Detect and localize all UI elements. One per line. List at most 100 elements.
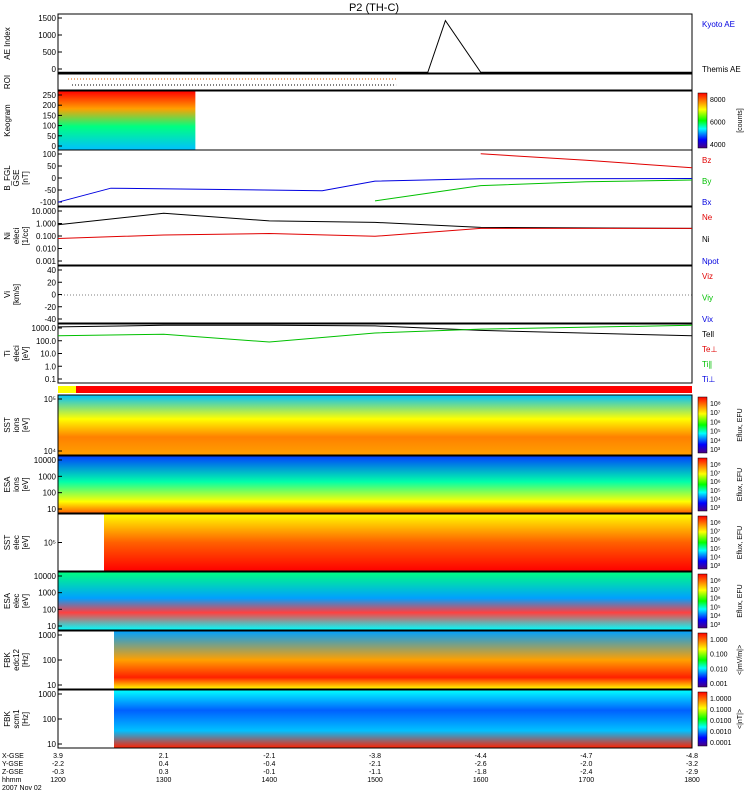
x-row-value: -2.2 <box>52 761 64 768</box>
series-line <box>480 153 693 169</box>
x-row-value: -0.4 <box>263 761 275 768</box>
colorbar-tick: 0.0001 <box>710 740 732 747</box>
colorbar-label: Eflux, EFU <box>737 526 744 559</box>
colorbar-tick: 10⁶ <box>710 537 721 544</box>
panel-frame <box>57 265 693 324</box>
y-axis-label: [eV] <box>21 346 30 360</box>
y-axis-label: [eV] <box>21 594 30 608</box>
x-row-value: 1200 <box>50 777 66 784</box>
y-axis-label: Ni <box>3 232 12 240</box>
y-axis-label: edc12 <box>12 649 21 671</box>
colorbar-tick: 1.0000 <box>710 696 732 703</box>
colorbar <box>697 632 708 688</box>
x-row-value: -4.7 <box>580 753 592 760</box>
colorbar-tick: 10⁷ <box>710 529 721 536</box>
colorbar-tick: 10⁶ <box>710 596 721 603</box>
mode-flag-start <box>58 386 76 393</box>
x-row-value: -2.1 <box>369 761 381 768</box>
spectrogram-sst_e <box>104 514 692 571</box>
y-axis-label: [1/cc] <box>21 226 30 245</box>
colorbar-tick: 10⁸ <box>710 578 721 585</box>
y-tick-label: 200 <box>43 101 57 110</box>
colorbar-tick: 10⁷ <box>710 410 721 417</box>
colorbar-tick: 10³ <box>710 563 721 570</box>
y-tick-label: 10 <box>47 622 56 631</box>
colorbar <box>697 515 708 570</box>
legend-entry: Ne <box>702 213 713 222</box>
y-tick-label: -100 <box>40 198 57 207</box>
legend-entry: Npot <box>702 257 720 266</box>
plot-title: P2 (TH-C) <box>349 2 399 14</box>
colorbar-tick: 0.001 <box>710 681 728 688</box>
panel-bfgl: B_FGL GSE [nT] 100 50 0 -50 -100 Bz By Bx <box>3 149 711 207</box>
legend-entry: Viy <box>702 294 713 303</box>
y-tick-label: 150 <box>43 111 57 120</box>
colorbar-tick: 0.1000 <box>710 707 732 714</box>
y-tick-label: 100 <box>43 150 57 159</box>
y-tick-label: 10000 <box>34 456 57 465</box>
spectrogram-keogram <box>58 91 196 150</box>
legend-entry: Vix <box>702 315 713 324</box>
x-row-value: -2.0 <box>580 761 592 768</box>
date-label: 2007 Nov 02 <box>2 785 42 792</box>
colorbar-tick: 0.0010 <box>710 729 732 736</box>
y-tick-label: 100 <box>43 656 57 665</box>
series-line <box>57 178 693 203</box>
y-axis-label: ROI <box>3 75 12 89</box>
y-axis-label: FBK <box>3 711 12 727</box>
panel-sst_i: SST ions [eV] 10⁵ 10⁴ 10⁸ 10⁷ 10⁶ 10⁵ 10⁴ 10³ Eflux… <box>3 394 744 456</box>
legend-entry: Themis AE <box>702 65 741 74</box>
panel-vi: Vi [km/s] 40 20 0 -20 -40 Viz Viy Vix <box>3 265 713 324</box>
y-tick-label: -20 <box>44 303 56 312</box>
y-tick-label: 0 <box>52 291 57 300</box>
y-tick-label: 0.1 <box>45 375 57 384</box>
y-tick-label: 10 <box>47 505 56 514</box>
y-tick-label: 50 <box>47 162 56 171</box>
y-tick-label: 100 <box>43 715 57 724</box>
colorbar-label: <|mV/m|> <box>737 645 744 675</box>
y-axis-label: FBK <box>3 652 12 668</box>
colorbar <box>697 457 708 512</box>
panel-frame <box>57 149 693 207</box>
x-row-value: -1.1 <box>369 769 381 776</box>
y-tick-label: 50 <box>47 132 56 141</box>
y-tick-label: 1000 <box>38 690 56 699</box>
y-axis-label: eleci <box>12 228 21 245</box>
panel-frame <box>57 394 693 456</box>
series-line <box>58 19 692 73</box>
y-tick-label: 1000 <box>38 589 56 598</box>
colorbar-tick: 10⁵ <box>710 546 721 553</box>
panel-frame <box>57 455 693 514</box>
y-axis-label: ions <box>12 477 21 492</box>
y-axis-label: ions <box>12 418 21 433</box>
colorbar <box>697 573 708 629</box>
colorbar-tick: 1.000 <box>710 637 728 644</box>
y-tick-label: 0 <box>52 65 57 74</box>
legend-entry: Te⊥ <box>702 345 717 354</box>
x-row-label: Z-GSE <box>2 769 24 776</box>
x-row-value: 1800 <box>684 777 700 784</box>
x-row-value: -2.6 <box>475 761 487 768</box>
colorbar-tick: 10⁴ <box>710 554 721 561</box>
colorbar-tick: 0.0100 <box>710 718 732 725</box>
y-tick-label: 10⁵ <box>44 395 56 404</box>
y-axis-label: SST <box>3 417 12 433</box>
panel-frame <box>57 571 693 631</box>
y-tick-label: 10000 <box>34 572 57 581</box>
y-tick-label: 250 <box>43 91 57 100</box>
y-axis-label: GSE <box>12 170 21 187</box>
series-line <box>57 212 693 229</box>
colorbar-tick: 10⁶ <box>710 479 721 486</box>
y-tick-label: 10 <box>47 740 56 749</box>
y-tick-label: 500 <box>43 48 57 57</box>
colorbar-tick: 10³ <box>710 447 721 454</box>
y-tick-label: -50 <box>44 186 56 195</box>
y-tick-label: 0 <box>52 142 57 151</box>
y-tick-label: 10⁵ <box>44 539 56 548</box>
y-tick-label: 10 <box>47 681 56 690</box>
y-axis-label: SST <box>3 535 12 551</box>
y-tick-label: 1000 <box>38 631 56 640</box>
y-axis-label: elec <box>12 535 21 550</box>
